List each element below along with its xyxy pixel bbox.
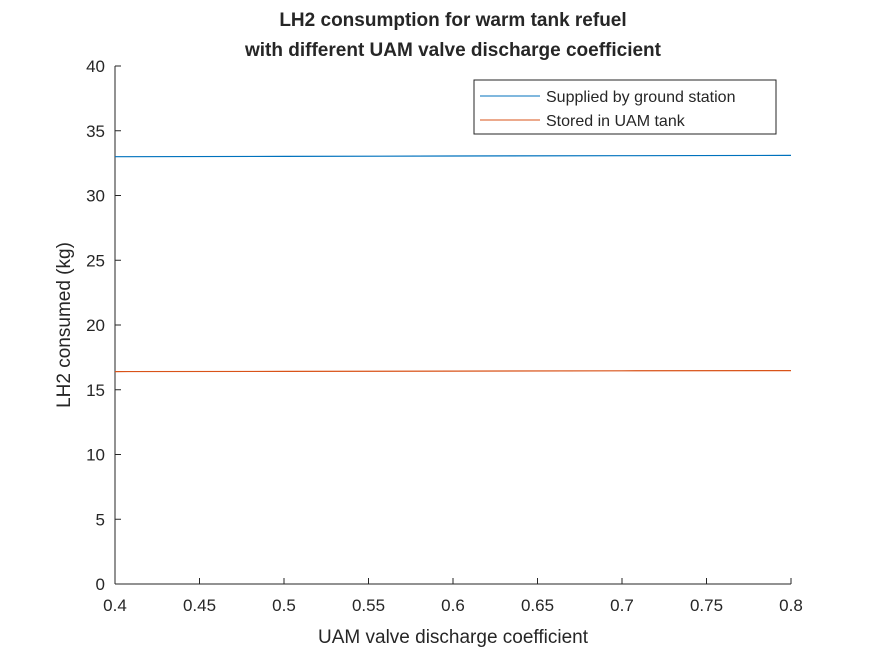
legend-label-stored: Stored in UAM tank (546, 113, 686, 130)
y-tick-label: 40 (86, 57, 105, 76)
series-line-stored (114, 370, 792, 373)
chart-title-line-1: LH2 consumption for warm tank refuel (279, 10, 626, 31)
y-tick-label: 30 (86, 187, 105, 206)
x-tick-label: 0.45 (183, 596, 216, 615)
plot-area: 0 5 10 15 20 25 30 35 40 0.4 0.45 0.5 0.55 0.6 0.65 0.7… (86, 57, 803, 615)
series-line-supplied (114, 154, 792, 158)
legend: Supplied by ground station Stored in UAM… (473, 79, 777, 135)
x-tick-label: 0.65 (521, 596, 554, 615)
y-tick-label: 0 (96, 575, 105, 594)
x-axis-label: UAM valve discharge coefficient (318, 627, 589, 648)
x-tick-label: 0.8 (779, 596, 803, 615)
x-tick-label: 0.5 (272, 596, 296, 615)
y-axis-label: LH2 consumed (kg) (54, 242, 75, 408)
x-tick-label: 0.7 (610, 596, 634, 615)
x-tick-label: 0.4 (103, 596, 127, 615)
legend-box (473, 79, 777, 135)
x-tick-label: 0.75 (690, 596, 723, 615)
y-tick-label: 35 (86, 122, 105, 141)
x-tick-label: 0.55 (352, 596, 385, 615)
legend-label-supplied: Supplied by ground station (546, 89, 735, 106)
x-tick-label: 0.6 (441, 596, 465, 615)
y-tick-label: 15 (86, 381, 105, 400)
y-tick-label: 10 (86, 446, 105, 465)
y-tick-label: 25 (86, 251, 105, 270)
chart-title-line-2: with different UAM valve discharge coeff… (244, 40, 662, 61)
y-tick-label: 5 (96, 510, 105, 529)
y-tick-label: 20 (86, 316, 105, 335)
